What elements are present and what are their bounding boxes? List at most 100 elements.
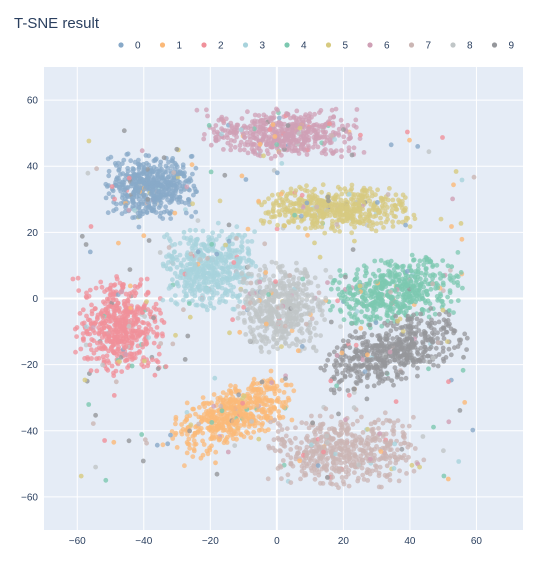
point [147, 172, 153, 177]
legend-marker [491, 42, 498, 48]
point [382, 211, 387, 217]
point [98, 346, 104, 352]
point [415, 351, 421, 357]
point [270, 445, 276, 451]
point [226, 388, 232, 393]
point [337, 268, 343, 273]
point [278, 464, 284, 470]
point [228, 143, 234, 148]
legend-item-2[interactable]: 2 [201, 41, 224, 52]
point [142, 186, 148, 192]
point [228, 147, 234, 153]
point [313, 427, 319, 433]
point [188, 422, 194, 428]
point [253, 136, 259, 142]
point [287, 438, 293, 443]
point [119, 211, 125, 217]
legend-item-9[interactable]: 9 [491, 41, 515, 52]
point [155, 175, 161, 181]
point [120, 324, 126, 330]
point [335, 286, 341, 292]
point [331, 149, 337, 155]
legend-item-1[interactable]: 1 [159, 41, 183, 52]
point [105, 367, 111, 373]
point [282, 143, 287, 149]
point [293, 118, 299, 124]
point [255, 420, 261, 426]
point [154, 358, 159, 363]
point [174, 254, 179, 260]
point [288, 447, 294, 452]
point [252, 142, 258, 148]
point [106, 173, 112, 179]
point [241, 132, 247, 137]
point [265, 476, 271, 482]
point [201, 400, 207, 406]
point [100, 314, 106, 320]
point [385, 197, 391, 203]
point [415, 293, 421, 299]
point [109, 363, 115, 369]
point [432, 311, 438, 317]
point [365, 435, 371, 440]
point [404, 298, 410, 303]
point [193, 302, 199, 308]
point [248, 399, 254, 404]
point [216, 426, 221, 431]
point [200, 430, 206, 436]
legend-item-5[interactable]: 5 [325, 41, 349, 52]
point [335, 184, 341, 190]
legend-item-7[interactable]: 7 [408, 41, 432, 52]
point [183, 293, 189, 299]
point [136, 193, 142, 199]
series-0 [103, 151, 200, 230]
point [369, 303, 374, 309]
point [380, 301, 386, 307]
legend-item-0[interactable]: 0 [118, 41, 141, 52]
point [437, 271, 443, 276]
point [136, 205, 142, 211]
legend-item-6[interactable]: 6 [367, 41, 390, 52]
legend-marker [159, 42, 166, 48]
point [110, 349, 116, 355]
point [330, 436, 336, 442]
point [160, 333, 166, 339]
point [412, 216, 418, 222]
point [338, 273, 344, 279]
point [378, 215, 383, 221]
point [96, 325, 101, 330]
point [135, 284, 141, 290]
point [388, 289, 393, 295]
point [402, 278, 407, 284]
point [238, 139, 244, 145]
point [331, 210, 337, 216]
point [137, 281, 143, 287]
point [151, 329, 157, 335]
point [315, 283, 321, 289]
legend-item-3[interactable]: 3 [242, 41, 266, 52]
legend-item-4[interactable]: 4 [284, 41, 307, 52]
point [324, 440, 330, 445]
point [144, 327, 149, 332]
point [406, 291, 412, 297]
point [76, 288, 82, 293]
point [205, 256, 210, 261]
point [115, 346, 121, 352]
point [235, 315, 241, 321]
point [304, 437, 310, 443]
point [245, 294, 250, 299]
point [272, 417, 278, 423]
point [233, 387, 239, 393]
point [161, 175, 167, 181]
point [260, 221, 266, 226]
point [319, 220, 325, 226]
point [447, 290, 453, 296]
point [368, 288, 373, 294]
point [330, 224, 336, 230]
point [280, 287, 286, 292]
point [92, 330, 98, 336]
point [407, 263, 413, 269]
legend-item-8[interactable]: 8 [450, 41, 473, 52]
point [177, 240, 183, 246]
point [180, 297, 186, 303]
